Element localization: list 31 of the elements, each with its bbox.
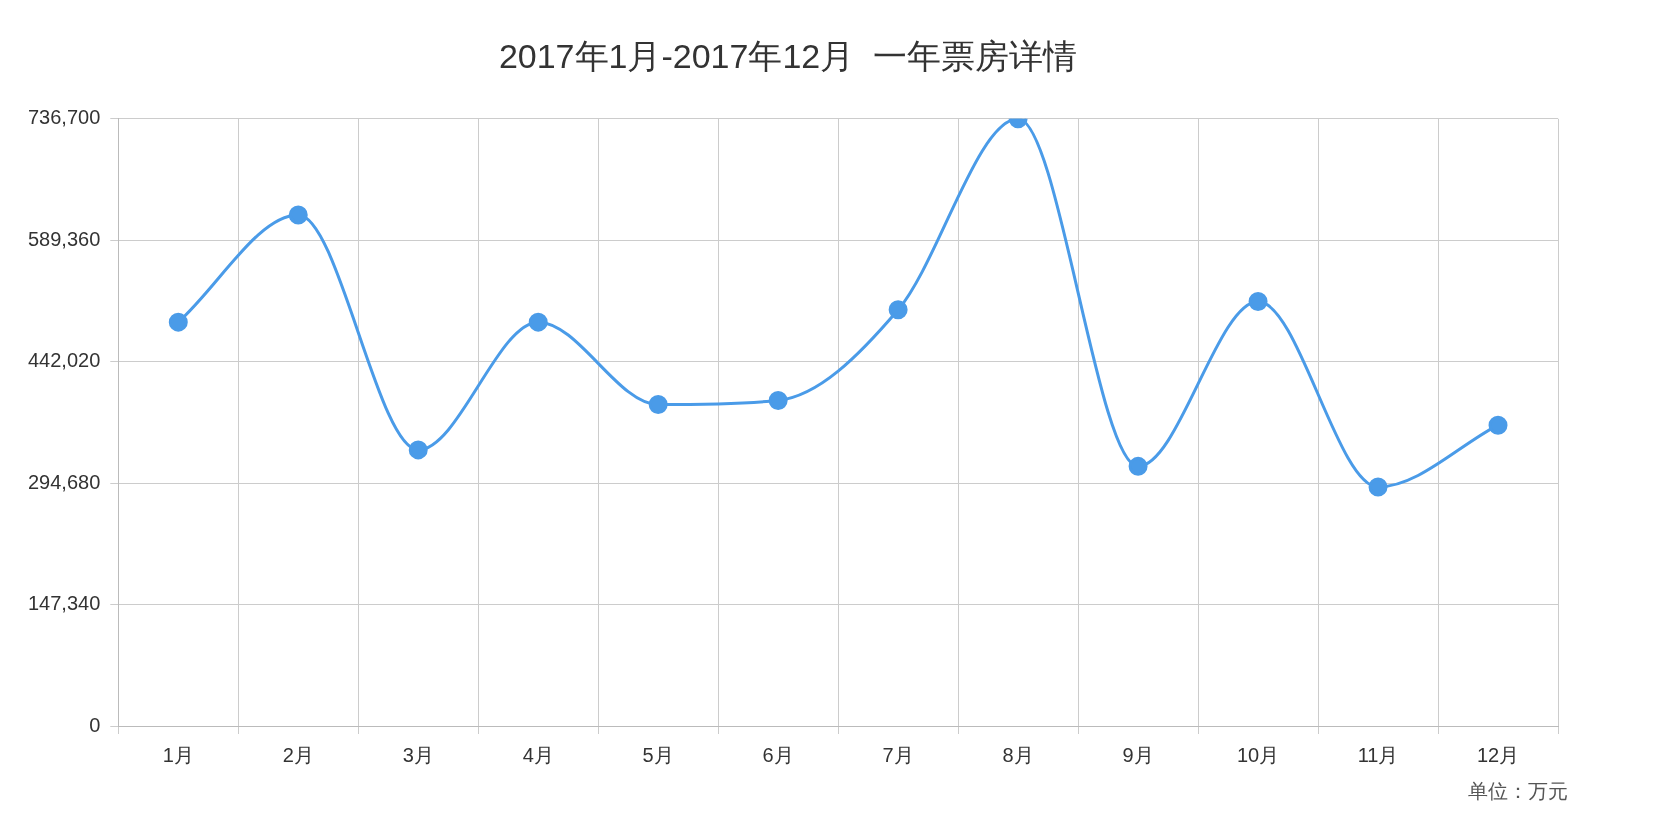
x-tick-label: 2月 <box>282 743 314 766</box>
point <box>1368 477 1388 497</box>
x-tick-label: 4月 <box>522 743 554 766</box>
point <box>888 300 908 320</box>
point <box>288 205 308 225</box>
x-tick-label: 12月 <box>1476 743 1520 766</box>
point <box>648 395 668 415</box>
y-tick-label: 147,340 <box>28 592 101 615</box>
x-tick-label: 3月 <box>402 743 434 766</box>
chart-title: 2017年1月-2017年12月 一年票房详情 <box>498 36 1078 75</box>
x-tick-label: 8月 <box>1002 743 1034 766</box>
point <box>1248 292 1268 312</box>
y-tick-label: 0 <box>89 713 101 736</box>
point <box>1488 415 1508 435</box>
y-tick-label: 442,020 <box>28 349 101 372</box>
point <box>408 440 428 460</box>
x-tick-label: 7月 <box>882 743 914 766</box>
y-tick-label: 736,700 <box>28 106 101 129</box>
text: 单位：万元 <box>1468 779 1568 804</box>
x-tick-label: 1月 <box>162 743 194 766</box>
x-tick-label: 10月 <box>1236 743 1280 766</box>
x-tick-label: 9月 <box>1122 743 1154 766</box>
point <box>168 312 188 332</box>
x-tick-label: 5月 <box>642 743 674 766</box>
y-tick-label: 294,680 <box>28 470 101 493</box>
x-tick-label: 6月 <box>762 743 794 766</box>
point <box>528 312 548 332</box>
y-tick-label: 589,360 <box>28 227 101 250</box>
point <box>1128 456 1148 476</box>
x-tick-label: 11月 <box>1357 743 1399 766</box>
point <box>768 390 788 410</box>
